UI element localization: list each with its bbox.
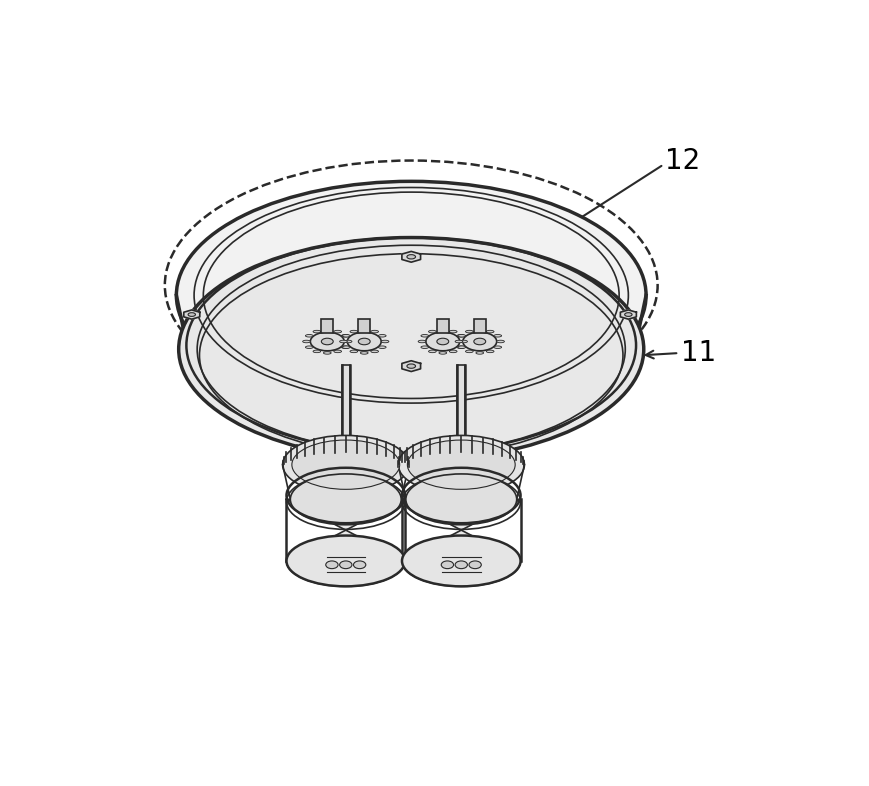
Ellipse shape	[360, 351, 368, 354]
Ellipse shape	[323, 351, 331, 354]
Ellipse shape	[353, 561, 365, 568]
Ellipse shape	[290, 474, 401, 525]
Ellipse shape	[421, 346, 428, 348]
Ellipse shape	[494, 335, 501, 337]
Ellipse shape	[370, 330, 378, 332]
Ellipse shape	[407, 255, 415, 259]
Polygon shape	[286, 499, 405, 586]
Bar	[436, 319, 448, 333]
Ellipse shape	[486, 330, 494, 332]
Ellipse shape	[282, 435, 408, 494]
Ellipse shape	[321, 338, 333, 345]
Ellipse shape	[339, 340, 347, 343]
Polygon shape	[401, 361, 420, 372]
Ellipse shape	[439, 329, 446, 332]
Ellipse shape	[407, 364, 415, 369]
Ellipse shape	[475, 351, 483, 354]
Bar	[358, 319, 370, 333]
Ellipse shape	[441, 561, 453, 568]
Polygon shape	[620, 310, 635, 319]
Ellipse shape	[401, 535, 520, 586]
Ellipse shape	[291, 440, 399, 490]
Ellipse shape	[302, 340, 310, 343]
Ellipse shape	[418, 340, 425, 343]
Ellipse shape	[456, 335, 464, 337]
Ellipse shape	[407, 440, 514, 490]
Ellipse shape	[462, 332, 496, 351]
Ellipse shape	[439, 351, 446, 354]
Ellipse shape	[310, 332, 344, 351]
Ellipse shape	[349, 330, 357, 332]
Ellipse shape	[178, 237, 643, 461]
Ellipse shape	[323, 329, 331, 332]
Ellipse shape	[457, 335, 465, 337]
Ellipse shape	[339, 561, 352, 568]
Ellipse shape	[313, 330, 321, 332]
Ellipse shape	[436, 338, 448, 345]
Ellipse shape	[347, 332, 381, 351]
Ellipse shape	[496, 340, 504, 343]
Ellipse shape	[428, 350, 435, 353]
Ellipse shape	[486, 350, 494, 353]
Polygon shape	[401, 499, 520, 586]
Ellipse shape	[334, 330, 342, 332]
Ellipse shape	[475, 329, 483, 332]
Ellipse shape	[313, 350, 321, 353]
Ellipse shape	[305, 346, 313, 348]
Ellipse shape	[341, 335, 348, 337]
Ellipse shape	[358, 338, 369, 345]
Text: 11: 11	[680, 339, 715, 367]
Polygon shape	[401, 252, 420, 263]
Ellipse shape	[421, 335, 428, 337]
Ellipse shape	[349, 350, 357, 353]
Ellipse shape	[341, 346, 348, 348]
Bar	[342, 365, 349, 461]
Ellipse shape	[325, 561, 338, 568]
Ellipse shape	[378, 346, 386, 348]
Ellipse shape	[448, 350, 456, 353]
Bar	[457, 365, 465, 461]
Ellipse shape	[425, 332, 459, 351]
Ellipse shape	[454, 340, 462, 343]
Ellipse shape	[454, 561, 467, 568]
Ellipse shape	[370, 350, 378, 353]
Ellipse shape	[468, 561, 481, 568]
Ellipse shape	[474, 338, 485, 345]
Ellipse shape	[188, 313, 196, 317]
Ellipse shape	[360, 329, 368, 332]
Polygon shape	[183, 310, 200, 319]
Ellipse shape	[378, 335, 386, 337]
Ellipse shape	[465, 330, 473, 332]
Ellipse shape	[459, 340, 467, 343]
Ellipse shape	[494, 346, 501, 348]
Ellipse shape	[342, 335, 349, 337]
Text: 12: 12	[665, 146, 700, 174]
Ellipse shape	[381, 340, 388, 343]
Ellipse shape	[428, 330, 435, 332]
Ellipse shape	[398, 435, 524, 494]
Ellipse shape	[457, 346, 465, 348]
Ellipse shape	[305, 335, 313, 337]
Ellipse shape	[448, 330, 456, 332]
Ellipse shape	[465, 350, 473, 353]
Ellipse shape	[342, 346, 349, 348]
Ellipse shape	[286, 535, 405, 586]
Ellipse shape	[344, 340, 352, 343]
Ellipse shape	[405, 474, 516, 525]
Ellipse shape	[624, 313, 632, 317]
Bar	[473, 319, 486, 333]
Ellipse shape	[334, 350, 342, 353]
Bar	[321, 319, 333, 333]
Ellipse shape	[456, 346, 464, 348]
Ellipse shape	[176, 182, 646, 410]
